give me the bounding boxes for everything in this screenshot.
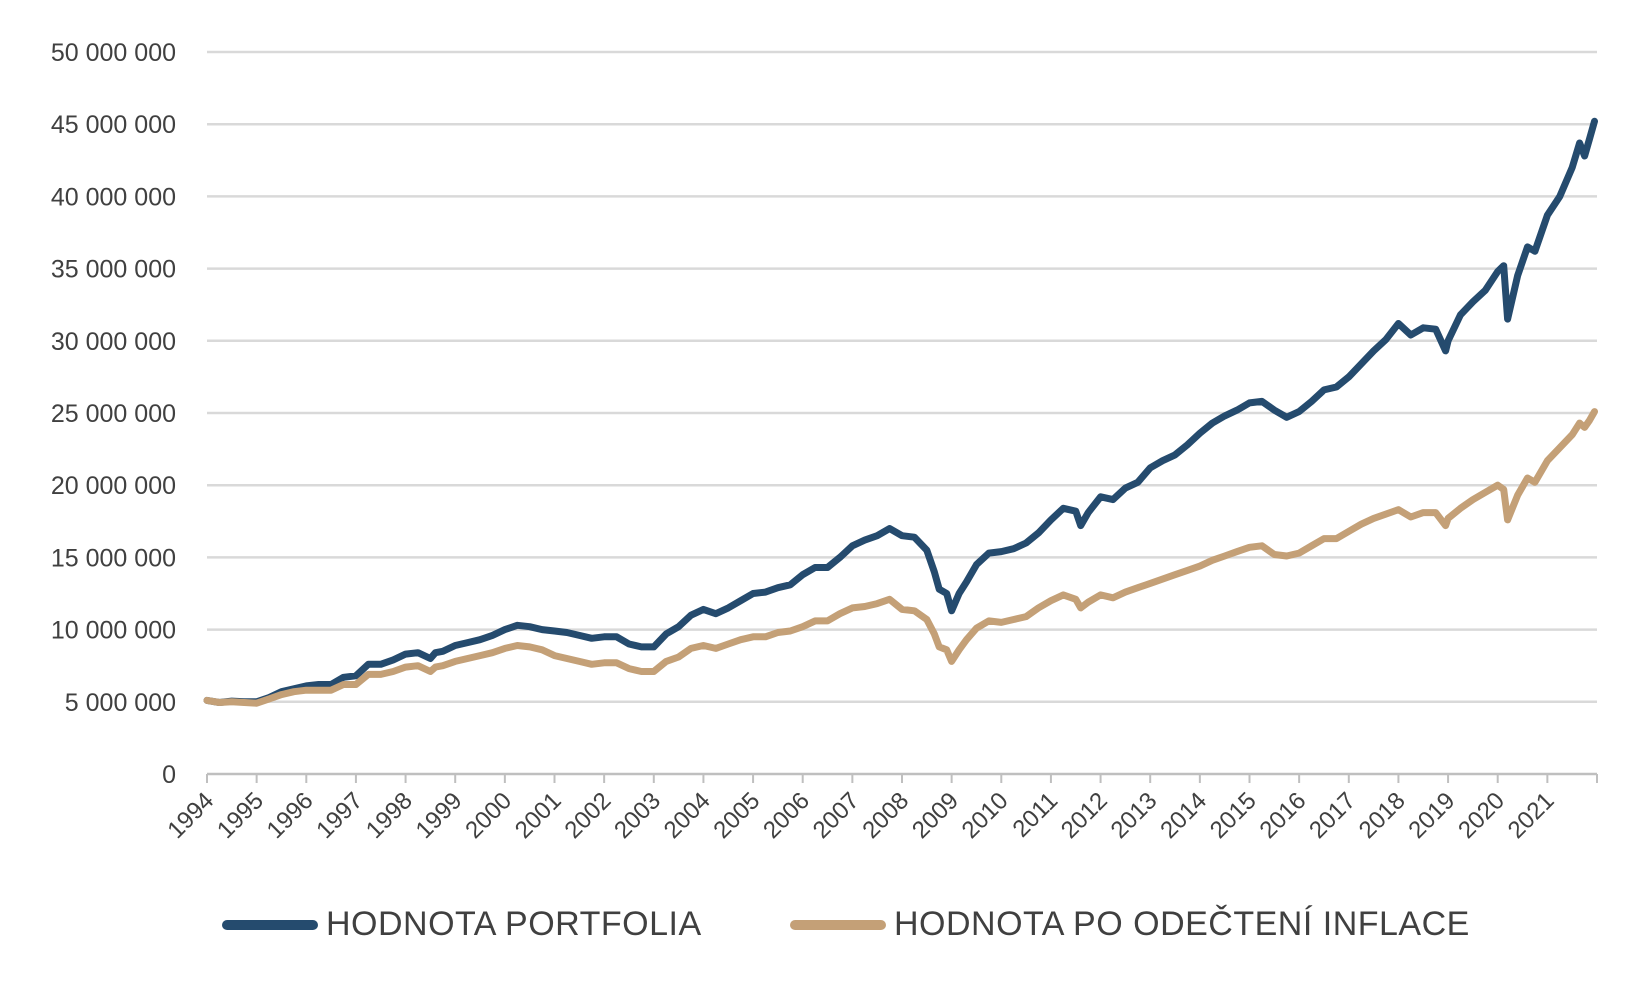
x-tick-label: 1995	[212, 787, 269, 844]
x-tick-label: 2014	[1155, 787, 1212, 844]
x-tick-label: 2017	[1304, 787, 1361, 844]
x-tick-label: 2016	[1255, 787, 1312, 844]
x-tick-label: 2011	[1008, 787, 1064, 843]
x-tick-label: 2001	[510, 787, 567, 844]
x-tick-label: 2002	[560, 787, 617, 844]
x-tick-label: 2009	[907, 787, 964, 844]
series-line-portfolio	[203, 117, 1598, 706]
legend-label-portfolio: HODNOTA PORTFOLIA	[326, 905, 702, 943]
gridlines	[207, 50, 1597, 704]
x-tick-label: 2010	[957, 787, 1014, 844]
axes: 0 5 000 000 10 000 000 15 000 000 20 000 000…	[51, 39, 1598, 844]
x-tick-label: 1997	[311, 787, 368, 844]
legend: HODNOTA PORTFOLIA HODNOTA PO ODEČTENÍ IN…	[0, 905, 1650, 965]
y-tick-label: 20 000 000	[51, 472, 176, 500]
x-tick-label: 2020	[1453, 787, 1510, 844]
y-tick-label: 45 000 000	[51, 111, 176, 139]
series-line-inflation-adjusted	[203, 408, 1598, 707]
x-tick-label: 1998	[361, 787, 418, 844]
x-tick-label: 2007	[808, 787, 865, 844]
x-tick-label: 2021	[1503, 787, 1560, 844]
x-tick-label: 1996	[262, 787, 319, 844]
x-tick-label: 2018	[1354, 787, 1411, 844]
legend-swatch-inflation-adjusted	[790, 919, 886, 930]
x-tick-label: 2000	[460, 787, 517, 844]
x-tick-label: 1999	[411, 787, 468, 844]
x-tick-label: 2012	[1056, 787, 1113, 844]
x-tick-label: 2006	[758, 787, 815, 844]
x-tick-label: 1994	[162, 787, 219, 844]
series-lines	[203, 117, 1598, 707]
x-tick-label: 2008	[857, 787, 914, 844]
legend-item-portfolio: HODNOTA PORTFOLIA	[222, 905, 702, 944]
x-tick-label: 2005	[708, 787, 765, 844]
legend-label-inflation-adjusted: HODNOTA PO ODEČTENÍ INFLACE	[894, 905, 1470, 943]
x-tick-label: 2013	[1106, 787, 1163, 844]
legend-item-inflation-adjusted: HODNOTA PO ODEČTENÍ INFLACE	[790, 905, 1470, 944]
y-tick-label: 10 000 000	[51, 617, 176, 645]
y-tick-label: 15 000 000	[51, 544, 176, 572]
y-tick-label: 50 000 000	[51, 39, 176, 67]
legend-swatch-portfolio	[222, 919, 318, 930]
y-tick-label: 25 000 000	[51, 400, 176, 428]
y-tick-label: 5 000 000	[65, 689, 176, 717]
y-tick-label: 35 000 000	[51, 256, 176, 284]
x-tick-label: 2003	[609, 787, 666, 844]
x-tick-label: 2019	[1403, 787, 1460, 844]
x-tick-label: 2004	[659, 787, 716, 844]
x-tick-label: 2015	[1205, 787, 1262, 844]
y-tick-label: 40 000 000	[51, 183, 176, 211]
y-tick-label: 0	[162, 761, 176, 789]
y-tick-label: 30 000 000	[51, 328, 176, 356]
